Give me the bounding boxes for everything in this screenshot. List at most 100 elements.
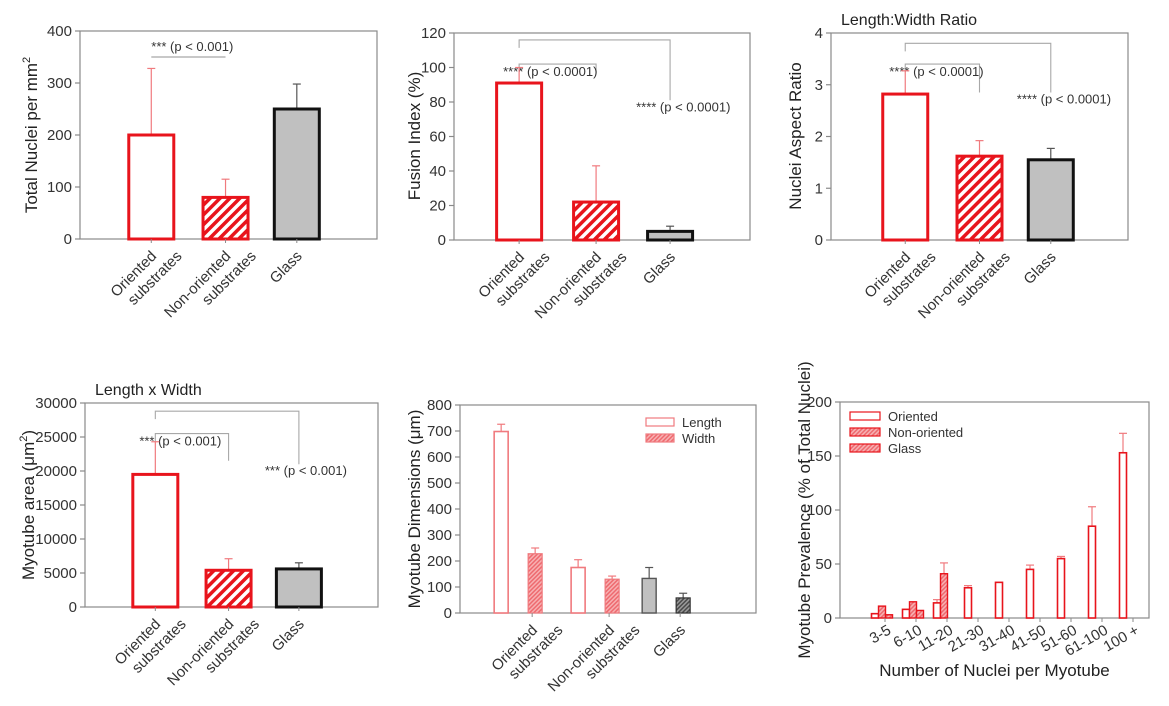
significance-label: *** (p < 0.001) [265,463,347,478]
y-tick-label: 100 [807,502,832,519]
y-tick-label: 1 [815,180,823,197]
y-tick-label: 25000 [35,429,77,446]
bar [877,605,887,619]
x-axis-label: Number of Nuclei per Myotube [879,661,1110,680]
y-axis-label-text: Nuclei Aspect Ratio [786,62,805,209]
x-tick-label: Glass [640,249,679,288]
bar [675,597,691,614]
significance-bracket [518,39,671,101]
bar [1056,557,1066,619]
y-axis-label-superscript: 2 [21,57,33,63]
y-axis-label: Myotube area (μm2) [18,430,38,580]
y-tick-label: 30000 [35,395,77,412]
legend-label: Oriented [888,409,938,424]
bar [908,601,918,619]
y-tick-label: 400 [427,501,452,518]
bar [915,609,925,619]
y-tick-label: 150 [807,448,832,465]
bar [131,472,180,609]
y-axis-label: Myotube Prevalence (% of Total Nuclei) [795,361,814,658]
significance-bracket [904,63,981,93]
y-tick-label: 100 [427,579,452,596]
x-tick-label: Non-orientedsubstrates [532,236,631,335]
significance-bracket [154,433,230,461]
y-tick-label: 400 [47,23,72,40]
significance-bracket [154,410,300,465]
bar [884,614,894,619]
legend-swatch-glass [849,443,881,453]
x-tick-label: Glass [650,622,689,661]
legend-swatch-width [645,433,675,443]
y-tick-label: 700 [427,423,452,440]
legend-label: Width [682,431,715,446]
x-tick-label-line: Glass [1020,249,1059,288]
y-tick-label: 800 [427,397,452,414]
y-tick-label: 300 [47,75,72,92]
x-tick-label: Glass [1020,249,1059,288]
y-axis-label-text: Myotube area (μm [19,442,38,580]
x-tick-label-line: Glass [269,616,308,655]
x-tick-label: Glass [269,616,308,655]
bar [939,573,949,619]
y-tick-label: 2 [815,129,823,146]
chart-fusion-index: 0 20 40 60 80 100 120 Fusion Index (%) **** (p <… [405,25,751,335]
y-axis-label-superscript: 2 [18,436,30,442]
y-axis-label: Myotube Dimensions (μm) [405,410,424,609]
bar [493,430,509,614]
significance-bracket [904,42,1052,93]
legend-swatch-length [645,417,675,427]
bar [1026,158,1075,242]
bar [932,602,942,619]
bar [527,553,543,614]
bar [495,81,544,242]
bar [1118,451,1128,619]
bar [963,586,973,619]
y-axis-label-text: Myotube Dimensions (μm) [405,410,424,609]
y-tick-label: 200 [807,394,832,411]
bar [901,608,911,619]
y-tick-label: 20000 [35,463,77,480]
significance-label: *** (p < 0.001) [151,39,233,54]
legend-label: Non-oriented [888,425,963,440]
legend-swatch-non-oriented [849,427,881,437]
y-axis-label: Fusion Index (%) [405,72,424,201]
bar [572,200,621,242]
y-tick-label: 4 [815,25,823,42]
x-tick-label: Non-orientedsubstrates [161,235,260,334]
y-tick-label: 0 [824,610,832,627]
y-axis-label-text: Myotube Prevalence (% of Total Nuclei) [795,361,814,658]
legend-label: Length [682,415,722,430]
y-tick-label: 5000 [44,565,77,582]
x-tick-label: 100 + [1101,622,1143,656]
bar [646,229,695,242]
y-tick-label: 0 [69,599,77,616]
significance-label: **** (p < 0.0001) [503,64,597,79]
chart-myotube-area: 0 5000 10000 15000 20000 25000 30000 Myotube ar… [18,382,379,689]
y-tick-label: 0 [444,605,452,622]
y-tick-label: 200 [47,127,72,144]
x-tick-label: 3-5 [867,622,894,648]
y-tick-label: 40 [429,163,446,180]
y-tick-label: 0 [64,231,72,248]
significance-label: **** (p < 0.0001) [636,99,730,114]
chart-title: Length x Width [95,382,202,399]
x-tick-label-line: Glass [650,622,689,661]
chart-nuclei-aspect-ratio: 0 1 2 3 4 Nuclei Aspect Ratio Length:Width Rat… [786,12,1129,335]
bar [881,92,930,242]
x-tick-label: Non-orientedsubstrates [915,236,1014,335]
bar [201,195,250,241]
bar [274,567,323,609]
y-tick-label: 500 [427,475,452,492]
significance-label: **** (p < 0.0001) [1017,92,1111,107]
bar [127,133,176,241]
x-tick-label-line: Glass [267,248,306,287]
bar [272,107,321,241]
bar [641,577,657,614]
significance-label: *** (p < 0.001) [139,434,221,449]
chart-title: Length:Width Ratio [841,12,977,29]
y-tick-label: 200 [427,553,452,570]
x-tick-label: Non-orientedsubstrates [545,609,644,706]
bar [1087,525,1097,619]
